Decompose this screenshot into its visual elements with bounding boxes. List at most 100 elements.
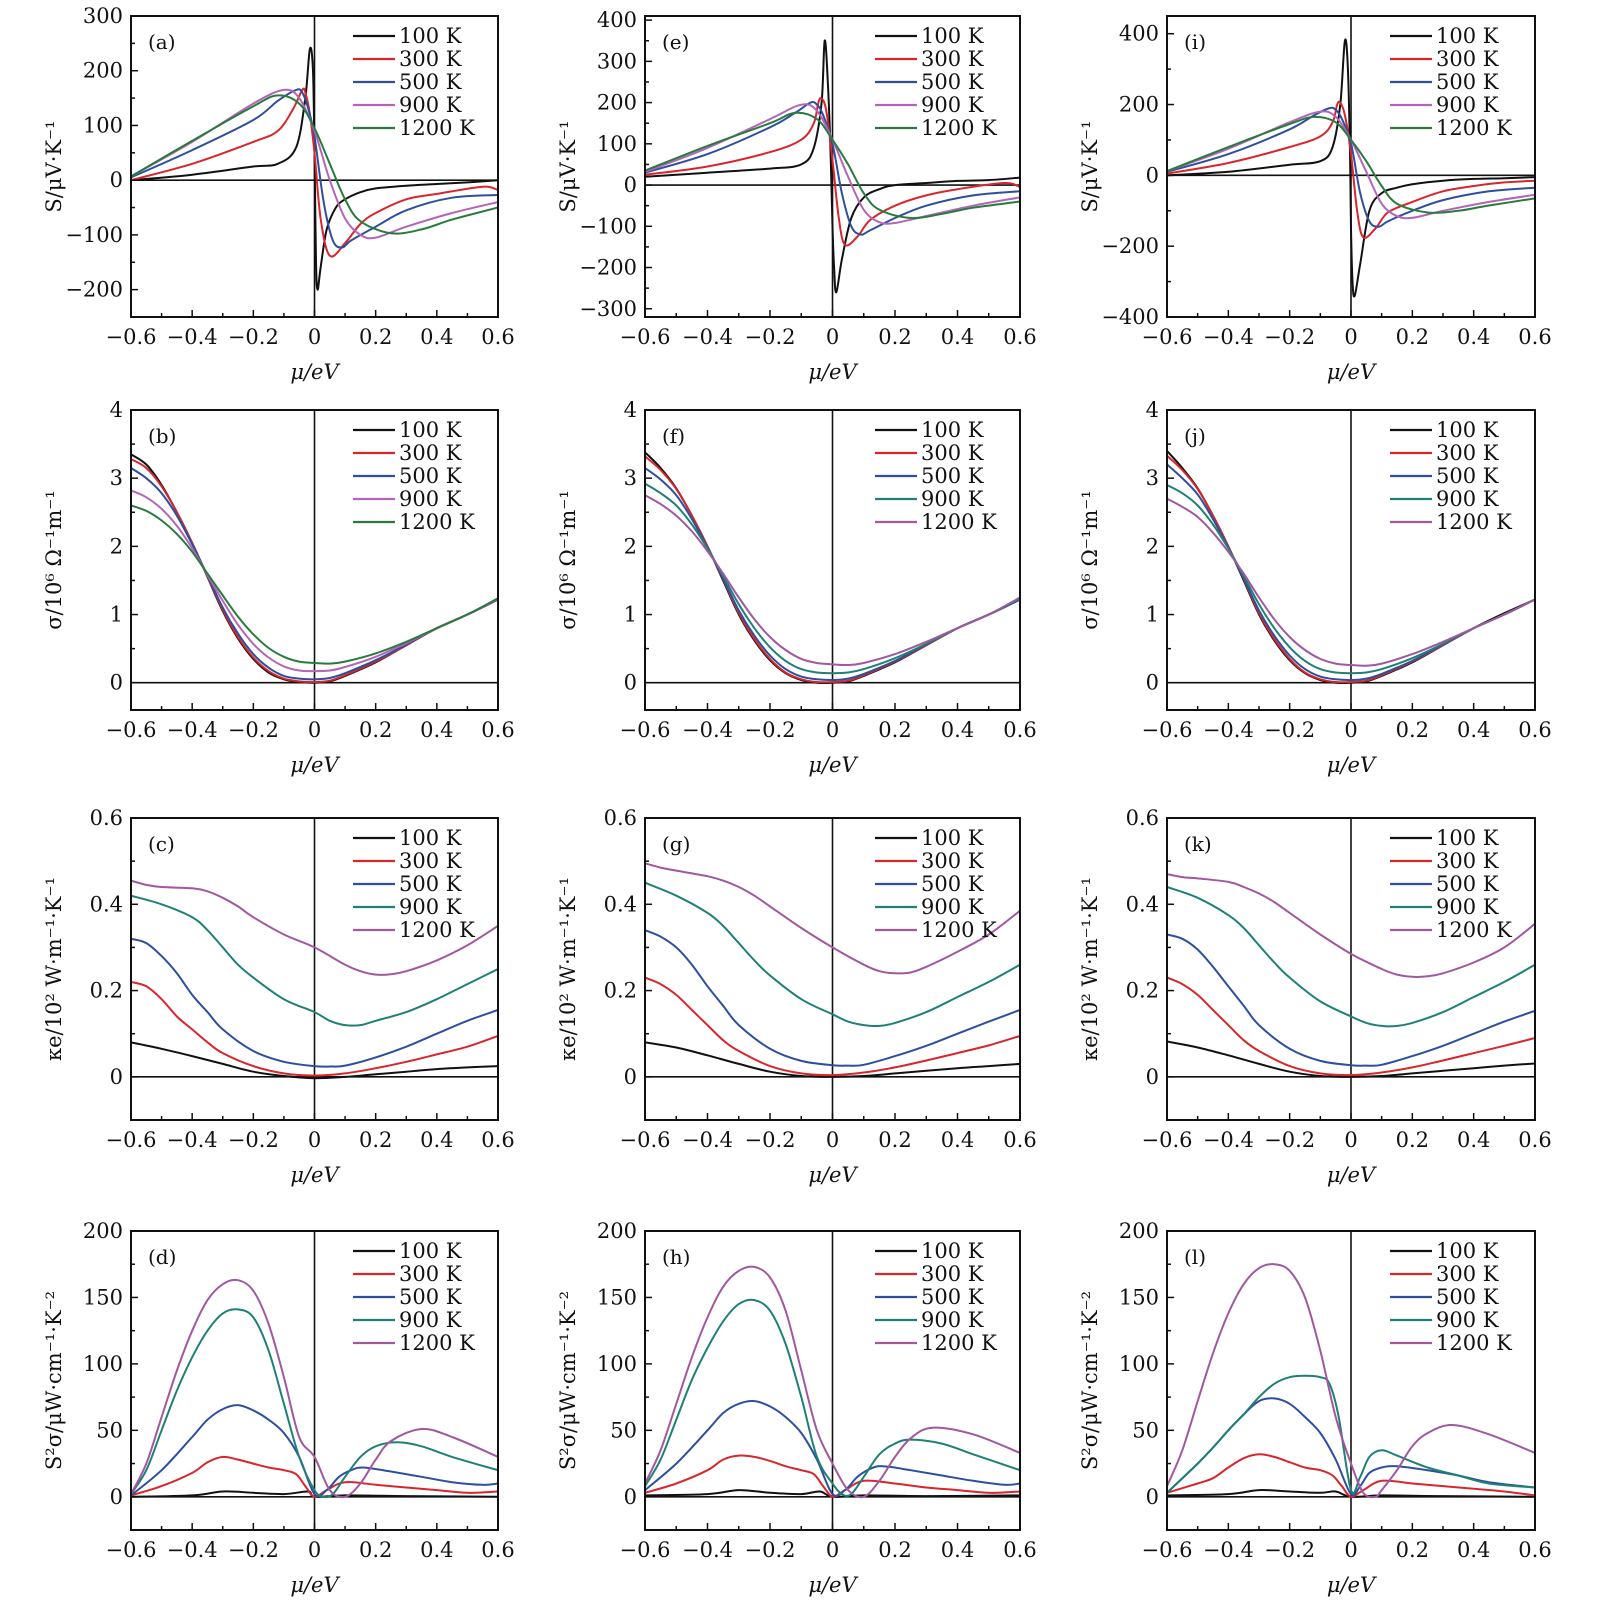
series-line-1200k bbox=[1167, 873, 1535, 978]
series-line-900k bbox=[131, 88, 498, 240]
legend-label: 300 K bbox=[921, 1262, 984, 1286]
y-tick-label: −100 bbox=[65, 223, 123, 247]
x-tick-label: −0.2 bbox=[1264, 1128, 1315, 1152]
x-tick-label: 0.4 bbox=[420, 1538, 453, 1562]
y-tick-label: −400 bbox=[1101, 305, 1159, 329]
x-axis-label: μ/eV bbox=[1327, 1163, 1377, 1187]
y-tick-label: 0 bbox=[1146, 671, 1159, 695]
x-tick-label: −0.2 bbox=[1264, 1538, 1315, 1562]
legend-label: 900 K bbox=[921, 93, 984, 117]
x-tick-label: −0.2 bbox=[745, 1538, 796, 1562]
panel-label: (f) bbox=[662, 424, 685, 448]
x-tick-label: −0.6 bbox=[620, 718, 671, 742]
x-tick-label: 0.6 bbox=[481, 1538, 514, 1562]
series-line-300k bbox=[645, 976, 1020, 1077]
legend-label: 100 K bbox=[921, 418, 984, 442]
chart-panel-c: −0.6 −0.4 −0.2 0 0.2 0.4 0.6 0 0.2 0.4 0.6 μ/eV κe/1… bbox=[42, 806, 515, 1187]
panel-label: (k) bbox=[1184, 832, 1212, 856]
x-axis-label: μ/eV bbox=[808, 1573, 858, 1597]
y-tick-label: 0 bbox=[624, 1065, 637, 1089]
legend-label: 100 K bbox=[399, 24, 462, 48]
series-line-1200k bbox=[131, 879, 498, 976]
legend-label: 900 K bbox=[399, 1308, 462, 1332]
x-tick-label: 0 bbox=[1344, 325, 1357, 349]
x-tick-label: −0.6 bbox=[620, 325, 671, 349]
x-tick-label: 0.2 bbox=[878, 325, 911, 349]
legend-label: 100 K bbox=[1436, 826, 1499, 850]
y-axis-label: κe/10² W·m⁻¹·K⁻¹ bbox=[556, 877, 580, 1061]
y-tick-label: 0 bbox=[624, 671, 637, 695]
legend-label: 300 K bbox=[399, 849, 462, 873]
y-tick-label: 100 bbox=[597, 132, 637, 156]
y-tick-label: 0.2 bbox=[1126, 979, 1159, 1003]
x-tick-label: −0.6 bbox=[1142, 1538, 1193, 1562]
y-tick-label: 3 bbox=[624, 466, 637, 490]
legend-label: 300 K bbox=[921, 849, 984, 873]
y-tick-label: 0.2 bbox=[604, 979, 637, 1003]
x-tick-label: 0.6 bbox=[1003, 325, 1036, 349]
series-line-1200k bbox=[131, 1278, 498, 1499]
series-line-1200k bbox=[645, 862, 1020, 975]
y-axis-label: κe/10² W·m⁻¹·K⁻¹ bbox=[42, 877, 66, 1061]
x-tick-label: −0.6 bbox=[1142, 718, 1193, 742]
legend-label: 500 K bbox=[399, 464, 462, 488]
chart-panel-i: −0.6 −0.4 −0.2 0 0.2 0.4 0.6 −400 −200 0 200 400 μ/e… bbox=[1078, 15, 1552, 384]
chart-panel-e: −0.6 −0.4 −0.2 0 0.2 0.4 0.6 −300 −200 −100 0 100 20… bbox=[556, 8, 1037, 384]
legend-label: 500 K bbox=[921, 70, 984, 94]
series-line-900k bbox=[645, 881, 1020, 1028]
legend-label: 500 K bbox=[921, 872, 984, 896]
legend-label: 900 K bbox=[399, 895, 462, 919]
x-tick-label: 0.4 bbox=[1457, 1538, 1490, 1562]
y-axis-label: σ/10⁶ Ω⁻¹m⁻¹ bbox=[1078, 490, 1102, 630]
x-tick-label: 0.6 bbox=[1003, 1538, 1036, 1562]
legend-label: 100 K bbox=[921, 1239, 984, 1263]
x-tick-label: 0.2 bbox=[878, 1538, 911, 1562]
y-tick-label: 0 bbox=[1146, 1485, 1159, 1509]
x-tick-label: −0.4 bbox=[1203, 1538, 1254, 1562]
y-tick-label: 3 bbox=[110, 466, 123, 490]
series-line-1200k bbox=[1167, 497, 1535, 667]
x-axis-label: μ/eV bbox=[290, 753, 340, 777]
series-line-900k bbox=[1167, 110, 1535, 220]
series-line-900k bbox=[645, 1298, 1020, 1497]
y-tick-label: 2 bbox=[110, 534, 123, 558]
x-tick-label: 0 bbox=[1344, 1128, 1357, 1152]
x-axis-label: μ/eV bbox=[808, 360, 858, 384]
y-axis-label: S/μV·K⁻¹ bbox=[42, 120, 66, 212]
series-line-500k bbox=[131, 88, 498, 249]
panel-label: (c) bbox=[148, 832, 175, 856]
series-line-300k bbox=[1167, 976, 1535, 1077]
x-tick-label: −0.4 bbox=[682, 718, 733, 742]
x-tick-label: 0.6 bbox=[1518, 325, 1551, 349]
legend-label: 300 K bbox=[1436, 47, 1499, 71]
x-tick-label: 0.6 bbox=[1518, 1538, 1551, 1562]
x-tick-label: 0.2 bbox=[1396, 325, 1429, 349]
x-axis-label: μ/eV bbox=[1327, 360, 1377, 384]
y-tick-label: 1 bbox=[1146, 603, 1159, 627]
x-tick-label: −0.2 bbox=[745, 1128, 796, 1152]
x-tick-label: −0.6 bbox=[620, 1538, 671, 1562]
x-tick-label: 0.6 bbox=[1518, 1128, 1551, 1152]
y-axis-label: S/μV·K⁻¹ bbox=[556, 120, 580, 212]
x-tick-label: −0.6 bbox=[106, 1128, 157, 1152]
series-line-100k bbox=[645, 1041, 1020, 1078]
x-tick-label: 0 bbox=[826, 325, 839, 349]
y-tick-label: 100 bbox=[83, 113, 123, 137]
series-line-100k bbox=[131, 1041, 498, 1080]
y-tick-label: 0.4 bbox=[90, 892, 123, 916]
x-axis-label: μ/eV bbox=[808, 753, 858, 777]
x-tick-label: −0.4 bbox=[1203, 325, 1254, 349]
y-tick-label: 0 bbox=[1146, 163, 1159, 187]
x-tick-label: −0.2 bbox=[1264, 718, 1315, 742]
y-axis-label: S²σ/μW·cm⁻¹·K⁻² bbox=[42, 1291, 66, 1470]
series-line-1200k bbox=[1167, 115, 1535, 214]
y-tick-label: 4 bbox=[624, 398, 637, 422]
y-axis-label: σ/10⁶ Ω⁻¹m⁻¹ bbox=[556, 490, 580, 630]
series-line-900k bbox=[645, 482, 1020, 675]
y-tick-label: −200 bbox=[1101, 234, 1159, 258]
